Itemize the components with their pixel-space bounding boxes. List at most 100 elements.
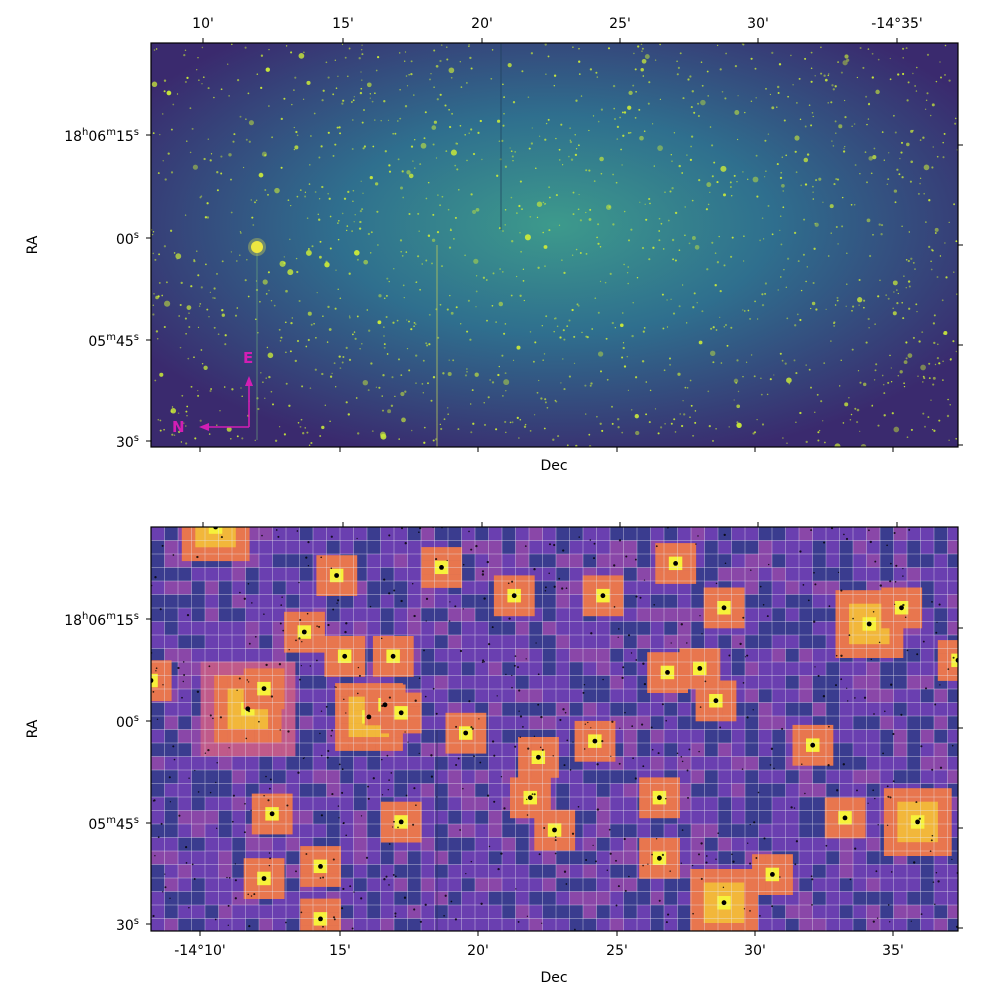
star bbox=[920, 364, 926, 371]
star bbox=[254, 201, 256, 204]
top-image-background bbox=[151, 43, 958, 447]
star bbox=[697, 114, 700, 118]
star bbox=[366, 82, 372, 88]
source-marker bbox=[154, 576, 157, 579]
star bbox=[627, 389, 630, 391]
hotspot-cell bbox=[531, 764, 546, 778]
heatmap-cell bbox=[340, 783, 354, 798]
star bbox=[907, 81, 910, 84]
heatmap-cell bbox=[515, 675, 530, 690]
star bbox=[939, 61, 941, 63]
heatmap-cell bbox=[610, 770, 624, 784]
heatmap-cell bbox=[880, 567, 894, 582]
heatmap-cell bbox=[866, 527, 881, 541]
star bbox=[375, 69, 378, 72]
hotspot-cell bbox=[703, 909, 718, 924]
star bbox=[645, 381, 648, 383]
heatmap-cell bbox=[866, 540, 881, 555]
star bbox=[874, 323, 876, 325]
heatmap-cell bbox=[610, 824, 624, 838]
star bbox=[322, 89, 325, 92]
star bbox=[153, 49, 156, 51]
source-marker bbox=[595, 860, 597, 863]
star bbox=[408, 369, 411, 372]
star bbox=[670, 154, 672, 156]
star bbox=[404, 105, 408, 108]
hotspot-cell bbox=[561, 809, 576, 824]
heatmap-cell bbox=[866, 918, 881, 931]
heatmap-cell bbox=[583, 810, 597, 825]
source-marker bbox=[750, 569, 752, 571]
star bbox=[857, 370, 860, 372]
hotspot-cell bbox=[243, 885, 258, 899]
source-marker bbox=[269, 857, 272, 860]
source-marker bbox=[886, 824, 889, 826]
heatmap-cell bbox=[745, 567, 759, 582]
heatmap-cell bbox=[934, 567, 948, 582]
star bbox=[280, 166, 283, 169]
source-marker bbox=[817, 674, 820, 677]
source-marker bbox=[300, 911, 303, 914]
star bbox=[457, 428, 460, 431]
heatmap-cell bbox=[286, 756, 300, 771]
heatmap-cell bbox=[340, 864, 354, 879]
heatmap-cell bbox=[718, 662, 732, 676]
star bbox=[707, 95, 709, 97]
star bbox=[903, 275, 905, 277]
source-marker bbox=[906, 649, 909, 652]
star bbox=[184, 425, 187, 427]
star bbox=[600, 108, 603, 111]
heatmap-cell bbox=[623, 581, 638, 595]
bottom-heatmap-hotspots bbox=[151, 527, 958, 931]
source-marker bbox=[681, 829, 684, 831]
source-marker bbox=[892, 732, 895, 736]
source-marker bbox=[462, 563, 465, 566]
heatmap-cell bbox=[947, 702, 958, 717]
star bbox=[611, 321, 614, 325]
heatmap-cell bbox=[704, 567, 719, 582]
x-tick-label: 20' bbox=[471, 16, 493, 32]
hotspot-cell bbox=[695, 694, 710, 708]
hotspot-cell bbox=[703, 896, 718, 910]
star bbox=[606, 378, 609, 381]
hotspot-cell bbox=[214, 675, 228, 689]
heatmap-cell bbox=[583, 527, 597, 541]
heatmap-cell bbox=[691, 581, 705, 595]
heatmap-cell bbox=[286, 918, 300, 931]
heatmap-cell bbox=[920, 648, 935, 663]
source-marker bbox=[335, 686, 337, 688]
star bbox=[405, 251, 408, 253]
star bbox=[303, 51, 305, 54]
star bbox=[189, 107, 192, 110]
heatmap-cell bbox=[421, 810, 435, 825]
star bbox=[669, 363, 672, 366]
star bbox=[842, 150, 846, 153]
star bbox=[902, 317, 905, 320]
heatmap-cell bbox=[205, 648, 219, 663]
star bbox=[676, 60, 678, 63]
heatmap-cell bbox=[799, 567, 813, 582]
compass-east-arrowhead bbox=[245, 376, 253, 386]
star bbox=[719, 316, 721, 319]
heatmap-cell bbox=[448, 878, 462, 892]
star bbox=[236, 307, 239, 309]
star bbox=[348, 315, 351, 317]
y-tick-label: 05m45s bbox=[88, 332, 139, 350]
star bbox=[630, 228, 633, 231]
star bbox=[633, 52, 635, 55]
star bbox=[917, 375, 919, 378]
source-marker bbox=[338, 763, 341, 766]
star bbox=[466, 330, 469, 333]
source-marker bbox=[894, 603, 896, 606]
heatmap-cell bbox=[569, 878, 584, 892]
source-marker bbox=[874, 560, 877, 563]
hotspot-cell bbox=[151, 687, 159, 702]
heatmap-cell bbox=[299, 662, 314, 676]
star bbox=[843, 99, 846, 102]
star bbox=[552, 438, 555, 441]
heatmap-cell bbox=[893, 716, 908, 730]
heatmap-cell bbox=[812, 770, 827, 784]
heatmap-cell bbox=[164, 797, 179, 811]
star bbox=[266, 346, 269, 349]
heatmap-cell bbox=[569, 648, 584, 663]
